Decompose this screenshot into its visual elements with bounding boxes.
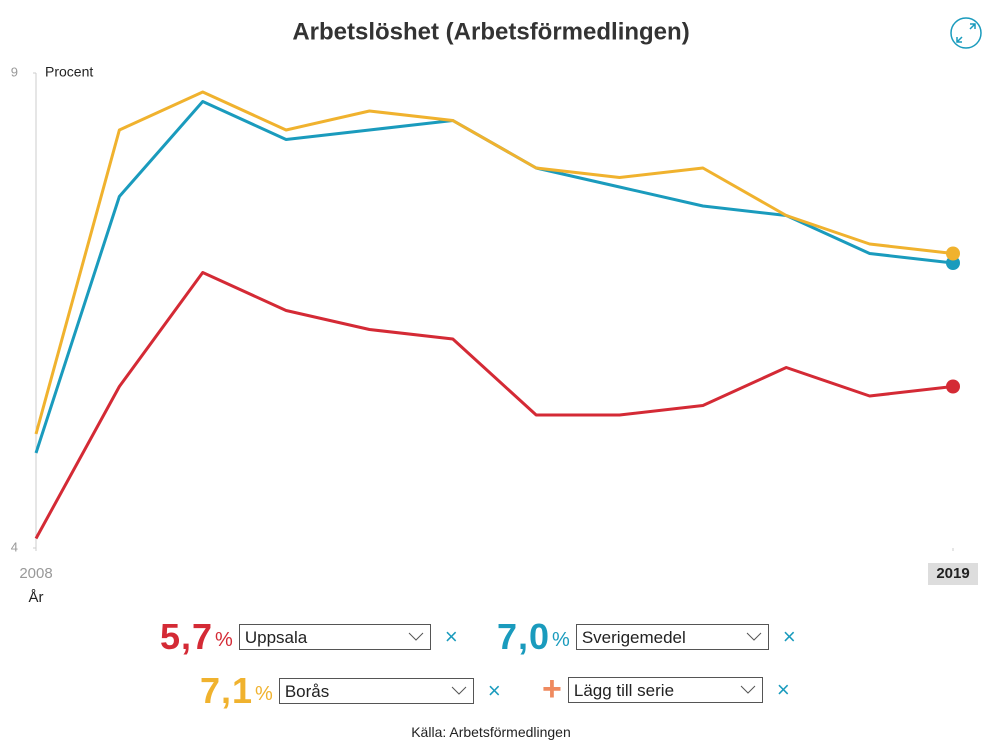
end-point bbox=[946, 379, 960, 394]
end-point bbox=[946, 246, 960, 261]
select-text: Sverigemedel bbox=[581, 628, 686, 647]
series-control: 7,0 % Sverigemedel × bbox=[497, 616, 796, 658]
latest-value: 7,1 bbox=[200, 670, 254, 711]
remove-button[interactable]: × bbox=[782, 624, 796, 649]
chart: Arbetslöshet (Arbetsförmedlingen) Procen… bbox=[11, 17, 982, 606]
series-select[interactable]: Uppsala bbox=[238, 624, 431, 650]
x-axis-label: År bbox=[29, 589, 44, 606]
series-select[interactable]: Sverigemedel bbox=[575, 624, 769, 650]
x-tick-highlight bbox=[928, 563, 978, 585]
series-line bbox=[34, 90, 954, 435]
remove-button[interactable]: × bbox=[776, 676, 790, 702]
unit: % bbox=[552, 628, 570, 651]
series-line bbox=[34, 271, 954, 540]
source: Källa: Arbetsförmedlingen bbox=[411, 724, 571, 740]
series-control: 5,7 % Uppsala × bbox=[160, 616, 458, 658]
series-control: 7,1 % Borås × bbox=[200, 670, 501, 712]
chart-title: Arbetslöshet (Arbetsförmedlingen) bbox=[292, 18, 689, 45]
select-text: Lägg till serie bbox=[573, 680, 675, 700]
add-series-control: + Lägg till serie × bbox=[542, 670, 790, 709]
unit: % bbox=[255, 682, 273, 705]
y-axis-label: Procent bbox=[45, 64, 93, 80]
y-tick-label: 4 bbox=[11, 539, 18, 554]
add-series-select[interactable]: Lägg till serie bbox=[567, 676, 763, 703]
latest-value: 5,7 bbox=[160, 616, 214, 657]
chevron bbox=[408, 632, 424, 641]
unit: % bbox=[215, 628, 233, 651]
y-tick-label: 9 bbox=[11, 64, 18, 79]
select-text: Borås bbox=[284, 682, 330, 701]
x-tick-label: 2019 bbox=[936, 565, 969, 582]
add-icon: + bbox=[542, 670, 562, 708]
remove-button[interactable]: × bbox=[487, 678, 501, 703]
chevron bbox=[746, 632, 762, 641]
select-text: Uppsala bbox=[244, 628, 308, 647]
expand-button[interactable] bbox=[950, 17, 982, 49]
chevron bbox=[740, 685, 756, 694]
series-line bbox=[34, 100, 954, 454]
remove-button[interactable]: × bbox=[444, 624, 458, 649]
series-select[interactable]: Borås bbox=[278, 678, 474, 704]
chevron bbox=[451, 686, 467, 695]
latest-value: 7,0 bbox=[497, 616, 551, 657]
x-tick-label: 2008 bbox=[19, 565, 52, 582]
